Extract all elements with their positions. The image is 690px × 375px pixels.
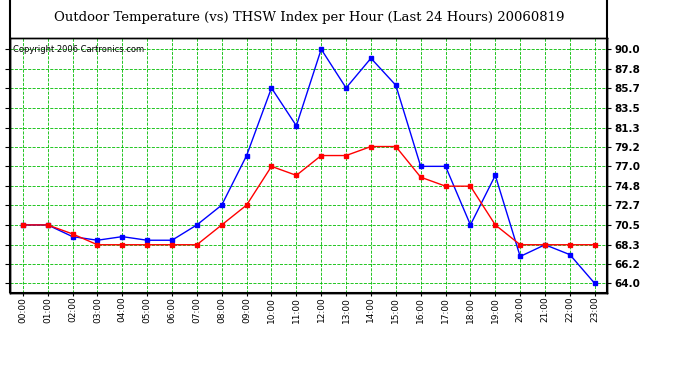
Text: Copyright 2006 Cartronics.com: Copyright 2006 Cartronics.com xyxy=(13,45,144,54)
Text: Outdoor Temperature (vs) THSW Index per Hour (Last 24 Hours) 20060819: Outdoor Temperature (vs) THSW Index per … xyxy=(54,11,564,24)
